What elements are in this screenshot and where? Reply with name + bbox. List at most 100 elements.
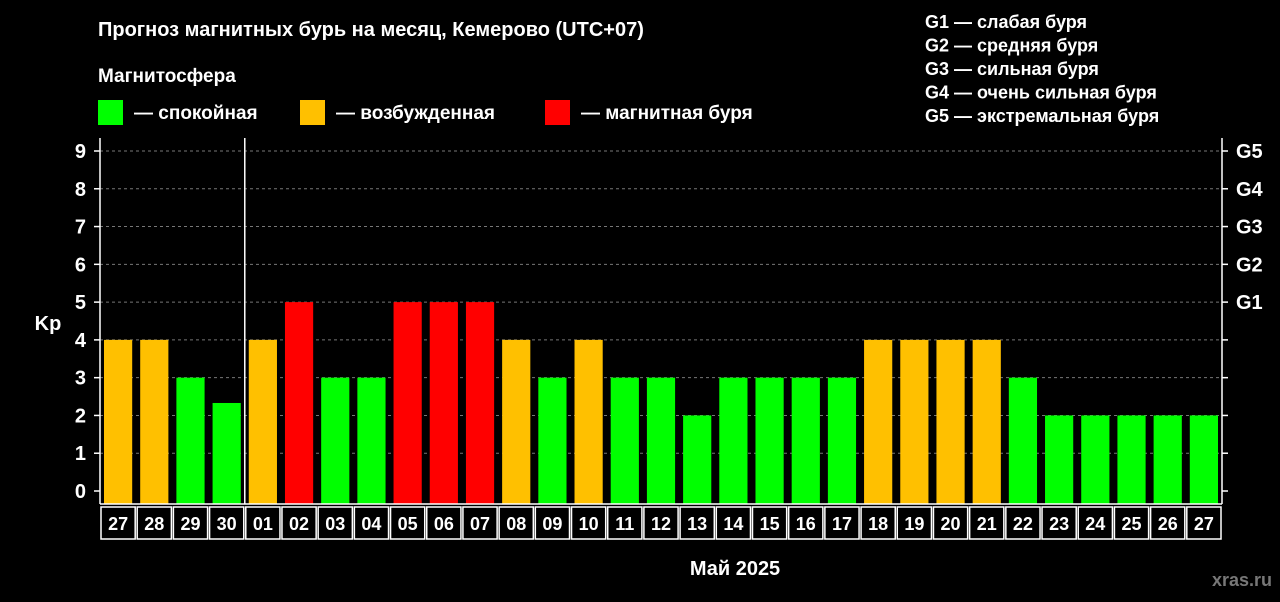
axes: 0 1 2 3 4 5 6 7 8 9 G1 G2 G3 G4 G5 [75,138,1264,505]
x-tick-box-18 [751,506,788,540]
x-tick-label-16: 13 [687,514,707,534]
x-tick-box-30 [1186,506,1222,540]
x-tick-box-13 [570,506,607,540]
x-tick-label-25: 22 [1013,514,1033,534]
bar-18 [755,377,784,504]
y-tick-label-3: 3 [75,368,86,390]
x-tick-label-21: 18 [868,514,888,534]
bar-9 [429,302,458,504]
bar-0 [104,339,133,504]
bar-27 [1081,415,1110,504]
storm-level-legend: G1 — слабая буря G2 — средняя буря G3 — си… [925,12,1159,126]
x-tick-box-5 [281,506,317,540]
x-tick-label-20: 17 [832,514,852,534]
storm-legend-item-3: G4 — очень сильная буря [925,83,1157,103]
bar-22 [900,339,929,504]
x-tick-label-27: 24 [1085,514,1105,534]
chart-title: Прогноз магнитных бурь на месяц, Кемеров… [98,19,644,41]
storm-legend-item-0: G1 — слабая буря [925,12,1087,32]
x-tick-box-4 [245,506,281,540]
bar-20 [827,377,857,504]
x-tick-box-16 [679,506,716,540]
x-tick-label-8: 05 [398,514,418,534]
x-tick-label-9: 06 [434,514,454,534]
bar-3 [212,402,241,504]
watermark: xras.ru [1212,570,1272,590]
x-tick-label-6: 03 [325,514,345,534]
x-tick-label-2: 29 [180,514,200,534]
x-tick-box-12 [534,506,571,540]
y-tick-label-4: 4 [75,330,87,352]
bar-14 [610,377,639,504]
storm-legend-item-2: G3 — сильная буря [925,59,1099,79]
x-tick-label-1: 28 [144,514,164,534]
x-tick-label-19: 16 [796,514,816,534]
bar-2 [176,377,205,504]
bar-29 [1153,415,1182,504]
x-tick-box-6 [317,506,354,540]
bar-25 [1008,377,1038,504]
x-axis-label: Май 2025 [690,558,780,580]
x-tick-label-0: 27 [108,514,128,534]
y-tick-label-9: 9 [75,141,86,163]
bar-5 [284,302,314,504]
x-tick-label-26: 23 [1049,514,1069,534]
x-tick-box-21 [860,506,897,540]
x-tick-box-28 [1113,506,1150,540]
legend-swatch-1 [300,100,325,125]
bar-12 [538,377,567,504]
x-tick-label-14: 11 [615,514,634,534]
bar-24 [972,339,1001,504]
x-tick-box-29 [1149,506,1186,540]
bar-7 [357,377,386,504]
y-tick-label-8: 8 [75,179,86,201]
x-tick-box-10 [462,506,498,540]
bar-19 [791,377,820,504]
x-tick-label-18: 15 [760,514,780,534]
x-tick-box-7 [353,506,390,540]
x-tick-box-8 [389,506,426,540]
bar-8 [393,302,422,504]
g-level-label-g2: G2 [1236,254,1263,276]
x-tick-label-17: 14 [723,514,743,534]
bar-17 [719,377,748,504]
legend-label-0: — спокойная [134,103,258,124]
storm-legend-item-4: G5 — экстремальная буря [925,106,1159,126]
x-tick-box-2 [172,506,209,540]
x-tick-label-15: 12 [651,514,671,534]
x-tick-box-15 [643,506,679,540]
x-tick-box-3 [208,506,245,540]
g-level-label-g3: G3 [1236,217,1263,239]
g-level-label-g1: G1 [1236,292,1263,314]
x-tick-label-29: 26 [1158,514,1178,534]
g-level-label-g4: G4 [1236,179,1264,201]
x-tick-box-0 [100,506,136,540]
x-tick-label-12: 09 [542,514,562,534]
x-tick-label-30: 27 [1194,514,1214,534]
x-tick-box-9 [425,506,462,540]
legend-label-1: — возбужденная [336,103,495,124]
x-tick-label-28: 25 [1122,514,1142,534]
x-tick-label-23: 20 [941,514,961,534]
bar-30 [1189,415,1218,504]
x-tick-box-20 [824,506,860,540]
x-tick-labels: 27 28 29 30 01 02 03 04 05 06 07 08 09 10 11 12 13 14 15 16… [100,506,1222,540]
legend-label-2: — магнитная буря [581,103,753,124]
x-tick-label-7: 04 [361,514,381,534]
x-tick-label-10: 07 [470,514,490,534]
x-tick-box-27 [1077,506,1114,540]
bar-10 [465,302,495,504]
bar-26 [1045,415,1074,504]
y-tick-label-6: 6 [75,254,86,276]
y-axis-label: Kp [35,313,62,335]
y-tick-label-1: 1 [75,443,86,465]
x-tick-box-26 [1041,506,1077,540]
x-tick-label-3: 30 [217,514,237,534]
bar-15 [646,377,676,504]
y-tick-label-7: 7 [75,217,86,239]
x-tick-label-24: 21 [977,514,997,534]
x-tick-box-22 [896,506,933,540]
x-tick-label-4: 01 [253,514,273,534]
bar-23 [936,339,965,504]
